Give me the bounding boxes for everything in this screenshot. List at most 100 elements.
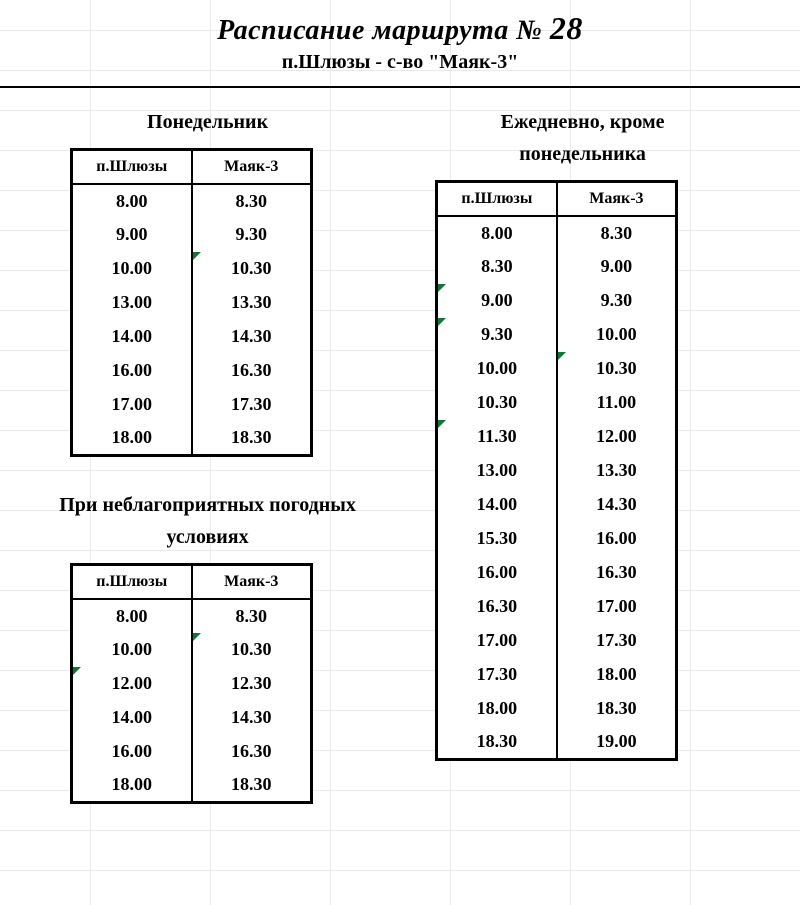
column-header: Маяк-3 [192,150,312,184]
table-row: 14.0014.30 [72,701,312,735]
table-row: 13.0013.30 [437,454,677,488]
table-row: 18.0018.30 [72,769,312,803]
time-cell: 12.00 [557,420,677,454]
time-cell: 17.00 [72,388,192,422]
time-cell: 9.00 [557,250,677,284]
table-row: 17.0017.30 [437,624,677,658]
table-row: 11.3012.00 [437,420,677,454]
columns-wrapper: Понедельник п.ШлюзыМаяк-38.008.309.009.3… [0,88,800,804]
right-column: Ежедневно, кроме понедельника п.ШлюзыМая… [395,88,770,761]
table-row: 8.008.30 [72,599,312,633]
time-cell: 17.30 [192,388,312,422]
time-cell: 10.00 [557,318,677,352]
time-cell: 14.30 [192,701,312,735]
table-row: 16.0016.30 [437,556,677,590]
time-cell: 9.00 [72,218,192,252]
table-row: 8.309.00 [437,250,677,284]
time-cell: 13.00 [437,454,557,488]
time-cell: 13.00 [72,286,192,320]
table-row: 10.3011.00 [437,386,677,420]
page-subtitle: п.Шлюзы - с-во "Маяк-3" [0,51,800,88]
time-cell: 12.30 [192,667,312,701]
table-row: 18.3019.00 [437,726,677,760]
column-header: п.Шлюзы [72,150,192,184]
time-cell: 10.30 [437,386,557,420]
time-cell: 17.30 [437,658,557,692]
page-content: Расписание маршрута № 28 п.Шлюзы - с-во … [0,0,800,804]
time-cell: 14.30 [192,320,312,354]
weather-table: п.ШлюзыМаяк-38.008.3010.0010.3012.0012.3… [70,563,313,804]
time-cell: 18.30 [192,422,312,456]
time-cell: 9.00 [437,284,557,318]
time-cell: 9.30 [437,318,557,352]
monday-table: п.ШлюзыМаяк-38.008.309.009.3010.0010.301… [70,148,313,457]
time-cell: 17.30 [557,624,677,658]
table-row: 18.0018.30 [437,692,677,726]
page-title: Расписание маршрута № 28 [0,0,800,47]
time-cell: 14.00 [437,488,557,522]
table-row: 14.0014.30 [72,320,312,354]
route-number: 28 [550,10,583,46]
time-cell: 10.30 [192,252,312,286]
table-row: 10.0010.30 [72,252,312,286]
time-cell: 11.00 [557,386,677,420]
time-cell: 17.00 [437,624,557,658]
table-row: 9.009.30 [72,218,312,252]
time-cell: 15.30 [437,522,557,556]
time-cell: 10.00 [72,252,192,286]
time-cell: 9.30 [192,218,312,252]
column-header: Маяк-3 [192,565,312,599]
time-cell: 10.00 [72,633,192,667]
time-cell: 13.30 [192,286,312,320]
table-row: 16.3017.00 [437,590,677,624]
time-cell: 14.00 [72,701,192,735]
time-cell: 16.00 [557,522,677,556]
time-cell: 8.30 [557,216,677,250]
table-row: 14.0014.30 [437,488,677,522]
time-cell: 8.00 [437,216,557,250]
left-column: Понедельник п.ШлюзыМаяк-38.008.309.009.3… [30,88,385,804]
monday-title: Понедельник [30,106,385,138]
time-cell: 16.00 [437,556,557,590]
time-cell: 9.30 [557,284,677,318]
time-cell: 16.00 [72,354,192,388]
time-cell: 8.30 [192,184,312,218]
daily-title: Ежедневно, кроме понедельника [395,106,770,170]
title-prefix: Расписание маршрута № [217,15,550,46]
time-cell: 10.30 [192,633,312,667]
column-header: Маяк-3 [557,182,677,216]
time-cell: 8.30 [192,599,312,633]
time-cell: 18.30 [557,692,677,726]
time-cell: 16.30 [557,556,677,590]
table-row: 12.0012.30 [72,667,312,701]
time-cell: 10.00 [437,352,557,386]
time-cell: 8.00 [72,599,192,633]
table-row: 9.009.30 [437,284,677,318]
table-row: 10.0010.30 [72,633,312,667]
table-row: 18.0018.30 [72,422,312,456]
column-header: п.Шлюзы [437,182,557,216]
table-row: 13.0013.30 [72,286,312,320]
time-cell: 13.30 [557,454,677,488]
weather-title: При неблагоприятных погодных условиях [30,489,385,553]
column-header: п.Шлюзы [72,565,192,599]
daily-table: п.ШлюзыМаяк-38.008.308.309.009.009.309.3… [435,180,678,761]
time-cell: 16.30 [192,735,312,769]
table-row: 10.0010.30 [437,352,677,386]
table-row: 15.3016.00 [437,522,677,556]
time-cell: 18.00 [437,692,557,726]
time-cell: 10.30 [557,352,677,386]
time-cell: 19.00 [557,726,677,760]
table-row: 16.0016.30 [72,735,312,769]
time-cell: 16.00 [72,735,192,769]
table-row: 8.008.30 [72,184,312,218]
time-cell: 14.30 [557,488,677,522]
time-cell: 18.00 [72,769,192,803]
time-cell: 17.00 [557,590,677,624]
table-row: 17.0017.30 [72,388,312,422]
time-cell: 12.00 [72,667,192,701]
time-cell: 8.30 [437,250,557,284]
time-cell: 18.30 [192,769,312,803]
time-cell: 18.30 [437,726,557,760]
table-row: 9.3010.00 [437,318,677,352]
